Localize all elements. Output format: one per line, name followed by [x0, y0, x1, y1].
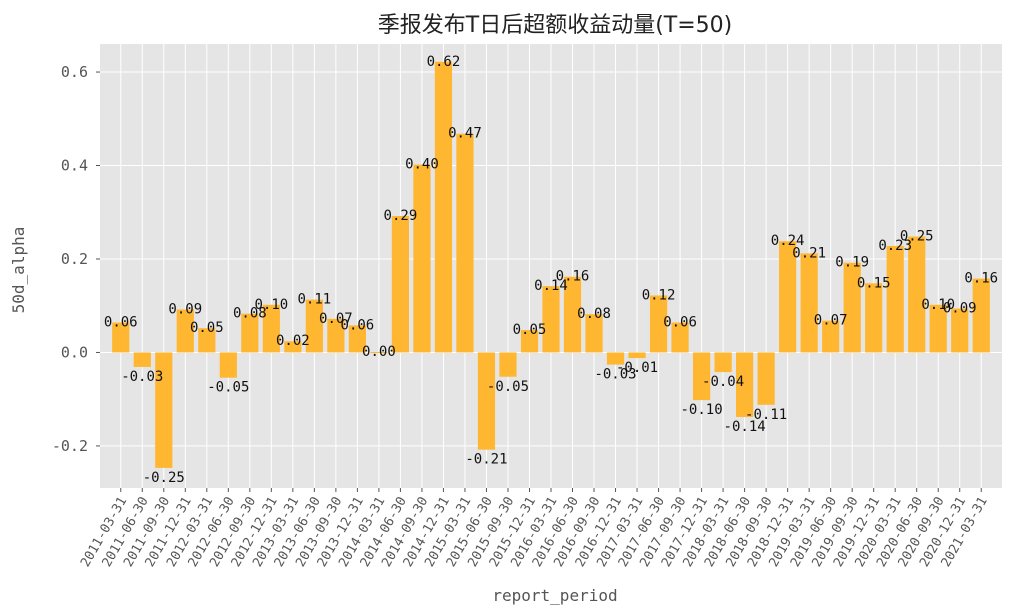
- data-label: 0.21: [792, 245, 826, 261]
- bar: [262, 304, 280, 353]
- bar: [348, 325, 366, 353]
- data-label: 0.16: [556, 269, 590, 285]
- data-label: -0.04: [702, 374, 744, 390]
- data-label: 0.16: [964, 271, 998, 287]
- data-label: 0.07: [814, 313, 848, 329]
- data-label: 0.40: [405, 157, 439, 173]
- bar: [499, 352, 517, 377]
- data-label: 0.10: [254, 297, 288, 313]
- bar: [542, 286, 560, 353]
- bar: [865, 283, 883, 353]
- data-label: 0.14: [534, 278, 568, 294]
- bar: [477, 352, 496, 450]
- bar: [908, 236, 926, 353]
- chart-title: 季报发布T日后超额收益动量(T=50): [378, 13, 732, 38]
- data-label: -0.03: [121, 369, 163, 385]
- data-label: 0.08: [233, 306, 267, 322]
- data-label: 0.62: [427, 54, 461, 70]
- bars: [112, 61, 990, 468]
- bar: [305, 299, 323, 353]
- data-label: 0.09: [168, 301, 202, 317]
- data-label: 0.05: [190, 320, 224, 336]
- data-label: -0.11: [745, 407, 787, 423]
- bar: [822, 320, 840, 353]
- data-label: 0.11: [298, 292, 332, 308]
- data-label: 0.29: [384, 208, 418, 224]
- bar: [692, 352, 711, 401]
- bar: [800, 253, 818, 353]
- data-label: -0.10: [681, 402, 723, 418]
- x-axis-ticks: 2011-03-312011-06-302011-09-302011-12-31…: [78, 488, 991, 570]
- data-label: -0.25: [143, 470, 185, 486]
- data-label: 0.07: [319, 311, 353, 327]
- bar: [972, 278, 990, 353]
- bar: [370, 351, 388, 353]
- bar: [520, 330, 539, 353]
- data-label: 0.05: [513, 322, 547, 338]
- bar: [671, 322, 689, 353]
- y-tick-label: 0.2: [61, 250, 88, 268]
- bar: [155, 352, 173, 468]
- bar: [112, 322, 130, 353]
- data-label: 0.23: [878, 238, 912, 254]
- y-tick-label: 0.4: [61, 157, 88, 175]
- bar: [284, 341, 302, 353]
- data-label: 0.00: [362, 344, 396, 360]
- bar: [219, 352, 237, 378]
- bar: [736, 352, 754, 417]
- bar: [176, 309, 194, 353]
- x-axis-label: report_period: [492, 586, 617, 605]
- bar: [241, 313, 259, 353]
- data-label: 0.09: [943, 301, 977, 317]
- data-label: -0.05: [207, 380, 249, 396]
- bar: [843, 262, 861, 353]
- y-tick-label: -0.2: [52, 437, 88, 455]
- data-label: 0.24: [771, 233, 805, 249]
- data-label: 0.47: [448, 126, 482, 142]
- bar: [585, 314, 603, 353]
- bar: [929, 304, 947, 353]
- bar: [779, 241, 797, 353]
- bar: [198, 328, 216, 353]
- bar: [757, 352, 775, 405]
- data-label: 0.19: [835, 255, 869, 271]
- data-labels: 0.06-0.03-0.250.090.05-0.050.080.100.020…: [104, 54, 998, 486]
- data-label: 0.10: [921, 297, 955, 313]
- data-label: 0.06: [663, 315, 697, 331]
- data-label: -0.01: [616, 360, 658, 376]
- data-label: 0.06: [104, 315, 138, 331]
- data-label: 0.15: [857, 275, 891, 291]
- y-axis-ticks: -0.2 0.0 0.2 0.4 0.6: [52, 63, 100, 455]
- y-tick-label: 0.0: [61, 343, 88, 361]
- data-label: 0.25: [900, 229, 934, 245]
- bar: [563, 276, 582, 353]
- data-label: -0.14: [724, 419, 766, 435]
- bar: [434, 61, 453, 353]
- y-axis-label: 50d_alpha: [9, 227, 28, 314]
- bar: [951, 308, 969, 353]
- bar: [413, 164, 431, 353]
- bar: [649, 295, 668, 353]
- y-tick-label: 0.6: [61, 63, 88, 81]
- data-label: 0.08: [577, 306, 611, 322]
- bar: [714, 352, 732, 373]
- bar: [456, 133, 474, 353]
- data-label: -0.03: [594, 367, 636, 383]
- data-label: 0.12: [642, 287, 676, 303]
- bar: [327, 318, 345, 353]
- bar: [628, 352, 646, 359]
- data-label: -0.21: [465, 452, 507, 468]
- bar: [133, 352, 151, 367]
- data-label: -0.05: [487, 379, 529, 395]
- bar: [391, 215, 410, 353]
- data-label: 0.02: [276, 333, 310, 349]
- data-label: 0.06: [341, 317, 375, 333]
- bar: [886, 245, 904, 353]
- bar: [606, 352, 625, 365]
